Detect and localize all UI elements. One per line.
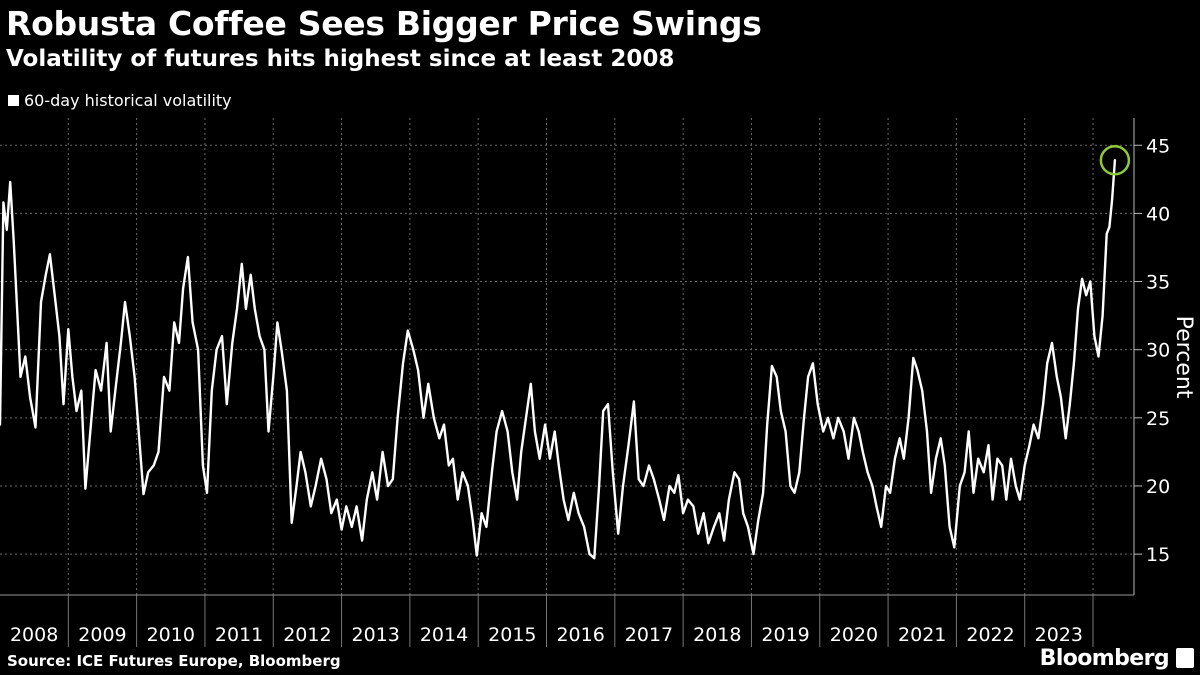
grid-lines	[0, 118, 1134, 595]
x-tick-label-2014: 2014	[420, 624, 468, 646]
x-axis: 2008 2009 2010 2011 2012 2013 2014 2015 2016 2017…	[0, 594, 1134, 647]
y-axis: 15 20 25 30 35 40 45 Percent	[1133, 118, 1196, 595]
x-tick-label-2010: 2010	[147, 624, 195, 646]
x-tick-label-2015: 2015	[488, 624, 536, 646]
y-tick-label-25: 25	[1146, 408, 1170, 430]
bloomberg-logo: Bloomberg	[1039, 646, 1170, 671]
x-tick-label-2008: 2008	[10, 624, 58, 646]
x-tick-label-2012: 2012	[283, 624, 331, 646]
series-line-0	[0, 159, 1117, 560]
x-tick-label-2020: 2020	[830, 624, 878, 646]
x-tick-label-2009: 2009	[78, 624, 126, 646]
chart-subtitle: Volatility of futures hits highest since…	[6, 46, 675, 72]
y-tick-label-35: 35	[1146, 272, 1170, 294]
x-tick-label-2013: 2013	[352, 624, 400, 646]
x-tick-label-2023: 2023	[1035, 624, 1083, 646]
legend-swatch	[8, 95, 19, 106]
y-tick-label-40: 40	[1146, 203, 1170, 225]
x-tick-label-2016: 2016	[556, 624, 604, 646]
y-axis-label: Percent	[1171, 316, 1196, 399]
x-tick-label-2021: 2021	[898, 624, 946, 646]
y-tick-label-30: 30	[1146, 340, 1170, 362]
source-note: Source: ICE Futures Europe, Bloomberg	[7, 652, 341, 670]
x-tick-label-2018: 2018	[693, 624, 741, 646]
y-tick-label-20: 20	[1146, 476, 1170, 498]
x-tick-label-2019: 2019	[761, 624, 809, 646]
legend-label: 60-day historical volatility	[24, 91, 232, 110]
y-tick-label-15: 15	[1146, 544, 1170, 566]
series-layer	[0, 159, 1117, 560]
legend: 60-day historical volatility	[8, 91, 232, 110]
chart-icon	[1176, 648, 1194, 668]
chart-title: Robusta Coffee Sees Bigger Price Swings	[6, 4, 762, 43]
x-tick-label-2022: 2022	[966, 624, 1014, 646]
peak-highlight-circle	[1099, 144, 1131, 176]
y-tick-label-45: 45	[1146, 135, 1170, 157]
annotation-layer	[1099, 144, 1131, 176]
x-tick-label-2011: 2011	[215, 624, 263, 646]
x-tick-label-2017: 2017	[625, 624, 673, 646]
